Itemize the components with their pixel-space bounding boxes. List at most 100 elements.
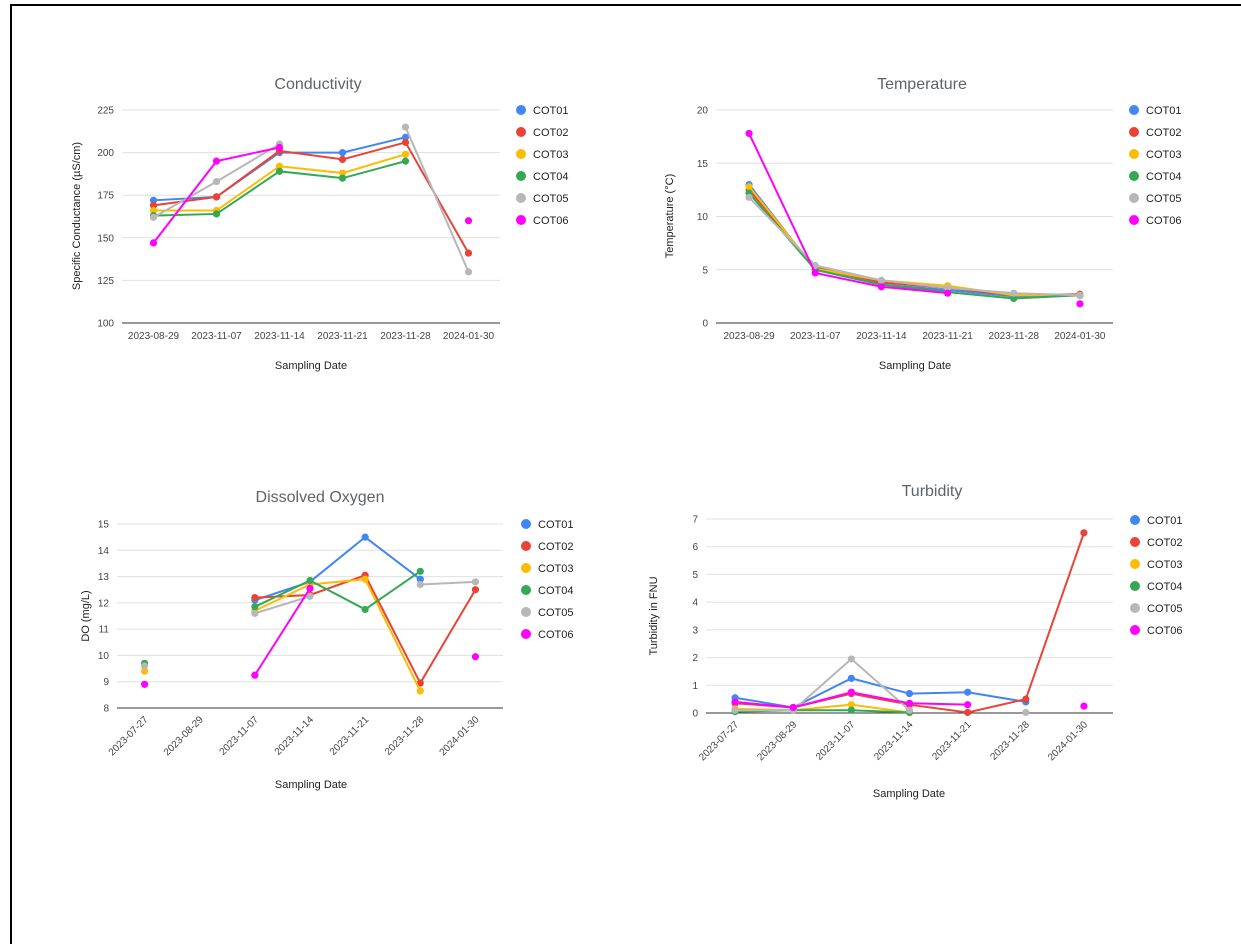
legend-label: COT04 [1147, 581, 1182, 593]
legend-label: COT02 [1147, 537, 1182, 549]
data-point-cot05 [464, 268, 473, 276]
data-point-cot04 [275, 167, 284, 175]
data-point-cot05 [731, 706, 739, 714]
series-line-cot05 [748, 196, 1080, 297]
data-point-cot05 [1022, 708, 1030, 717]
x-tick-label: 2023-11-14 [872, 719, 916, 763]
legend-marker [1129, 193, 1139, 203]
y-tick-label: 9 [103, 677, 109, 688]
legend-label: COT01 [1146, 105, 1181, 117]
data-point-cot06 [745, 129, 753, 138]
y-tick-label: 12 [98, 598, 110, 609]
legend-label: COT06 [1146, 215, 1181, 227]
data-point-cot02 [149, 201, 158, 210]
chart-0: Conductivity 100 125 150 175 200 225 2023-08-29… [71, 76, 568, 372]
x-tick-label: 2023-07-27 [107, 714, 151, 758]
data-point-cot04 [306, 576, 314, 585]
y-tick-label: 175 [97, 191, 114, 202]
legend-label: COT03 [1147, 559, 1182, 571]
legend-marker [521, 519, 531, 529]
legend-label: COT03 [538, 563, 573, 575]
x-axis-label: Sampling Date [275, 779, 347, 791]
y-tick-label: 10 [98, 651, 110, 662]
legend-marker [1129, 215, 1139, 225]
y-tick-label: 2 [692, 653, 698, 664]
data-point-cot03 [149, 206, 158, 215]
legend-label: COT05 [538, 607, 573, 619]
series-line-cot05 [254, 595, 311, 615]
data-point-cot06 [212, 157, 221, 165]
y-tick-label: 10 [697, 212, 709, 223]
data-point-cot06 [1080, 702, 1088, 710]
legend-label: COT05 [1146, 193, 1181, 205]
y-axis-label: Specific Conductance (µS/cm) [71, 142, 83, 290]
data-point-cot02 [212, 193, 221, 201]
data-point-cot05 [149, 213, 158, 221]
data-point-cot02 [1080, 529, 1088, 537]
data-point-cot01 [964, 688, 972, 696]
legend-marker [1129, 105, 1139, 115]
data-point-cot04 [251, 603, 259, 611]
x-tick-label: 2024-01-30 [438, 714, 482, 758]
x-tick-label: 2023-11-07 [814, 719, 858, 763]
chart-title: Dissolved Oxygen [256, 489, 385, 506]
legend-marker [516, 105, 526, 115]
x-tick-label: 2023-11-14 [273, 714, 317, 758]
x-axis-label: Sampling Date [873, 788, 945, 800]
legend-marker [1129, 149, 1139, 159]
data-point-cot05 [140, 662, 149, 670]
data-point-cot02 [1022, 695, 1030, 703]
y-tick-label: 3 [692, 625, 698, 636]
data-point-cot02 [964, 708, 972, 717]
data-point-cot03 [338, 169, 347, 177]
x-tick-label: 2023-11-21 [317, 331, 368, 342]
y-tick-label: 4 [692, 598, 698, 609]
data-point-cot01 [338, 149, 347, 157]
legend-label: COT02 [533, 127, 568, 139]
x-tick-label: 2023-08-29 [162, 714, 206, 758]
x-tick-label: 2023-11-21 [930, 719, 974, 763]
series-line-cot06 [254, 587, 311, 676]
series-line-cot03 [748, 186, 1080, 297]
y-tick-label: 7 [692, 515, 698, 526]
y-tick-label: 14 [98, 546, 110, 557]
data-point-cot03 [361, 575, 369, 583]
legend-label: COT04 [533, 171, 568, 183]
series-line-cot01 [748, 183, 1080, 298]
chart-3: Turbidity 0 1 2 3 4 5 6 7 2023-07-27 2023-08-29 202… [648, 483, 1182, 800]
x-axis-label: Sampling Date [275, 360, 347, 372]
legend-marker [521, 563, 531, 573]
data-point-cot05 [943, 284, 952, 292]
legend-label: COT06 [538, 629, 573, 641]
series-line-cot05 [404, 126, 470, 273]
chart-title: Temperature [877, 76, 967, 93]
x-tick-label: 2023-11-21 [328, 714, 372, 758]
y-axis-label: DO (mg/L) [80, 590, 92, 641]
legend-label: COT01 [533, 105, 568, 117]
y-tick-label: 100 [97, 319, 114, 330]
x-tick-label: 2024-01-30 [1046, 719, 1090, 763]
data-point-cot01 [401, 133, 410, 141]
data-point-cot04 [401, 157, 410, 165]
legend-label: COT05 [1147, 603, 1182, 615]
data-point-cot06 [905, 699, 914, 707]
series-line-cot01 [254, 535, 421, 602]
series-line-cot02 [153, 141, 470, 254]
data-point-cot03 [275, 162, 284, 170]
y-axis-label: Turbidity in FNU [648, 576, 660, 655]
data-point-cot04 [338, 174, 347, 182]
series-line-cot04 [254, 570, 421, 611]
legend-label: COT03 [533, 149, 568, 161]
series-line-cot03 [254, 578, 422, 692]
legend-marker [1130, 515, 1140, 525]
data-point-cot02 [338, 155, 347, 164]
legend-marker [516, 193, 526, 203]
x-tick-label: 2023-11-28 [988, 719, 1032, 763]
data-point-cot05 [416, 580, 424, 589]
y-tick-label: 125 [97, 276, 114, 287]
y-tick-label: 200 [97, 148, 114, 159]
legend-marker [521, 629, 531, 639]
y-tick-label: 0 [692, 709, 698, 720]
page-frame [10, 4, 1241, 944]
